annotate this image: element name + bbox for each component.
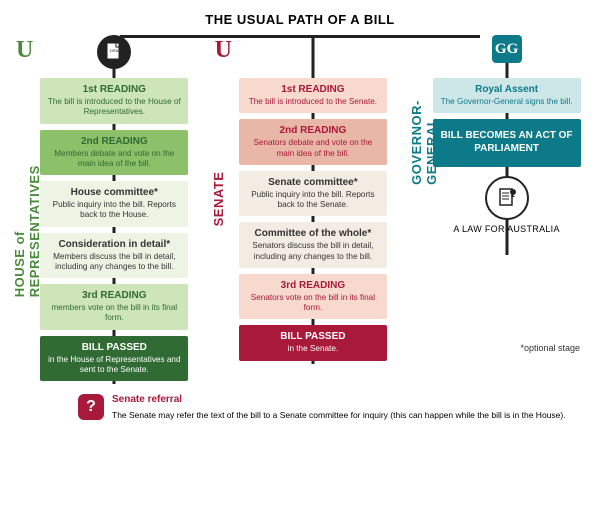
law-scroll-icon xyxy=(485,176,529,220)
senate-box-5: BILL PASSED in the Senate. xyxy=(239,325,387,360)
footer-title: Senate referral xyxy=(112,394,566,405)
senate-box-0: 1st READING The bill is introduced to the… xyxy=(239,78,387,113)
senate-box-2: Senate committee* Public inquiry into the… xyxy=(239,171,387,217)
house-box-2: House committee* Public inquiry into the … xyxy=(40,181,188,227)
box-desc: Public inquiry into the bill. Reports ba… xyxy=(46,200,182,221)
columns-wrap: U HOUSE of REPRESENTATIVES DRAFT 1st REA… xyxy=(18,35,582,384)
gg-box-1: BILL BECOMES AN ACT OF PARLIAMENT xyxy=(433,119,581,167)
senate-u-icon: U xyxy=(215,37,232,64)
question-icon: ? xyxy=(78,394,104,420)
draft-doc-icon: DRAFT xyxy=(97,35,131,69)
box-desc: Public inquiry into the bill. Reports ba… xyxy=(245,190,381,211)
box-desc: in the House of Representatives and sent… xyxy=(46,355,182,376)
box-desc: The bill is introduced to the House of R… xyxy=(46,97,182,118)
box-desc: members vote on the bill in its final fo… xyxy=(46,303,182,324)
gg-badge-icon: GG xyxy=(492,35,522,63)
gg-box-0: Royal Assent The Governor-General signs t… xyxy=(433,78,581,113)
box-title: Royal Assent xyxy=(439,84,575,95)
col-house: U HOUSE of REPRESENTATIVES DRAFT 1st REA… xyxy=(18,35,195,384)
house-vlabel: HOUSE of REPRESENTATIVES xyxy=(12,122,42,297)
diagram-root: THE USUAL PATH OF A BILL U HOUSE of REPR… xyxy=(0,0,600,441)
box-title: BILL PASSED xyxy=(46,342,182,353)
house-box-5: BILL PASSED in the House of Representativ… xyxy=(40,336,188,382)
box-desc: Senators discuss the bill in detail, inc… xyxy=(245,241,381,262)
box-title: 3rd READING xyxy=(46,290,182,301)
svg-text:DRAFT: DRAFT xyxy=(110,48,123,53)
box-desc: The Governor-General signs the bill. xyxy=(439,97,575,107)
senate-box-3: Committee of the whole* Senators discuss … xyxy=(239,222,387,268)
senate-vlabel: SENATE xyxy=(211,172,226,227)
box-desc: in the Senate. xyxy=(245,344,381,354)
optional-note: *optional stage xyxy=(520,343,580,353)
page-title: THE USUAL PATH OF A BILL xyxy=(18,12,582,27)
col-senate: U SENATE 1st READINGThe bill is introduc… xyxy=(217,35,394,364)
box-title: House committee* xyxy=(46,187,182,198)
box-desc: Members discuss the bill in detail, incl… xyxy=(46,252,182,273)
house-box-3: Consideration in detail* Members discuss … xyxy=(40,233,188,279)
box-desc: Members debate and vote on the main idea… xyxy=(46,149,182,170)
box-title: 1st READING xyxy=(245,84,381,95)
footer-desc: The Senate may refer the text of the bil… xyxy=(112,410,566,420)
house-u-icon: U xyxy=(16,37,33,64)
footer-text: Senate referral The Senate may refer the… xyxy=(112,394,566,423)
box-title: Senate committee* xyxy=(245,177,381,188)
box-desc: Senators debate and vote on the main ide… xyxy=(245,138,381,159)
box-title: Consideration in detail* xyxy=(46,239,182,250)
box-title: 2nd READING xyxy=(245,125,381,136)
box-title: BILL PASSED xyxy=(245,331,381,342)
box-title: 3rd READING xyxy=(245,280,381,291)
box-title: 2nd READING xyxy=(46,136,182,147)
box-title: Committee of the whole* xyxy=(245,228,381,239)
senate-box-4: 3rd READING Senators vote on the bill in … xyxy=(239,274,387,320)
box-title: BILL BECOMES AN ACT OF PARLIAMENT xyxy=(439,129,575,155)
house-box-0: 1st READING The bill is introduced to the… xyxy=(40,78,188,124)
box-desc: Senators vote on the bill in its final f… xyxy=(245,293,381,314)
box-title: 1st READING xyxy=(46,84,182,95)
box-desc: The bill is introduced to the Senate. xyxy=(245,97,381,107)
house-box-4: 3rd READING members vote on the bill in i… xyxy=(40,284,188,330)
senate-box-1: 2nd READING Senators debate and vote on t… xyxy=(239,119,387,165)
col-gg: GOVERNOR-GENERAL GG Royal AssentThe Gove… xyxy=(415,35,582,234)
footer-note: ? Senate referral The Senate may refer t… xyxy=(18,394,582,423)
house-box-1: 2nd READING Members debate and vote on th… xyxy=(40,130,188,176)
